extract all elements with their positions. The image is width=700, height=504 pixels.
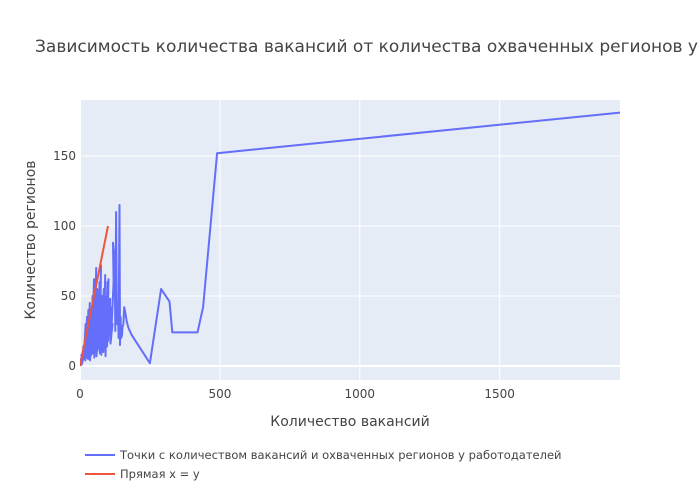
y-tick-label: 50 <box>61 289 76 303</box>
x-tick-label: 0 <box>76 387 84 401</box>
legend-label: Прямая x = y <box>120 467 200 481</box>
chart-title: Зависимость количества вакансий от колич… <box>35 37 700 57</box>
plot-background <box>80 100 620 380</box>
series-line-employers <box>80 111 620 367</box>
y-tick-label: 0 <box>68 359 76 373</box>
x-axis-label: Количество вакансий <box>270 414 429 430</box>
grid-layer <box>79 100 620 380</box>
y-axis-label: Количество регионов <box>23 160 39 319</box>
legend-label: Точки с количеством вакансий и охваченны… <box>119 448 562 462</box>
series-line-identity <box>80 225 109 367</box>
y-tick-label: 150 <box>53 149 76 163</box>
x-tick-label: 1500 <box>484 387 515 401</box>
legend-item[interactable]: Точки с количеством вакансий и охваченны… <box>85 448 562 462</box>
x-tick-label: 500 <box>208 387 231 401</box>
tick-layer: 0 500 1000 1500 0 50 100 150 <box>53 149 515 401</box>
legend-item[interactable]: Прямая x = y <box>85 467 200 481</box>
series-layer <box>80 111 620 367</box>
legend[interactable]: Точки с количеством вакансий и охваченны… <box>85 448 562 481</box>
x-tick-label: 1000 <box>345 387 376 401</box>
y-tick-label: 100 <box>53 219 76 233</box>
